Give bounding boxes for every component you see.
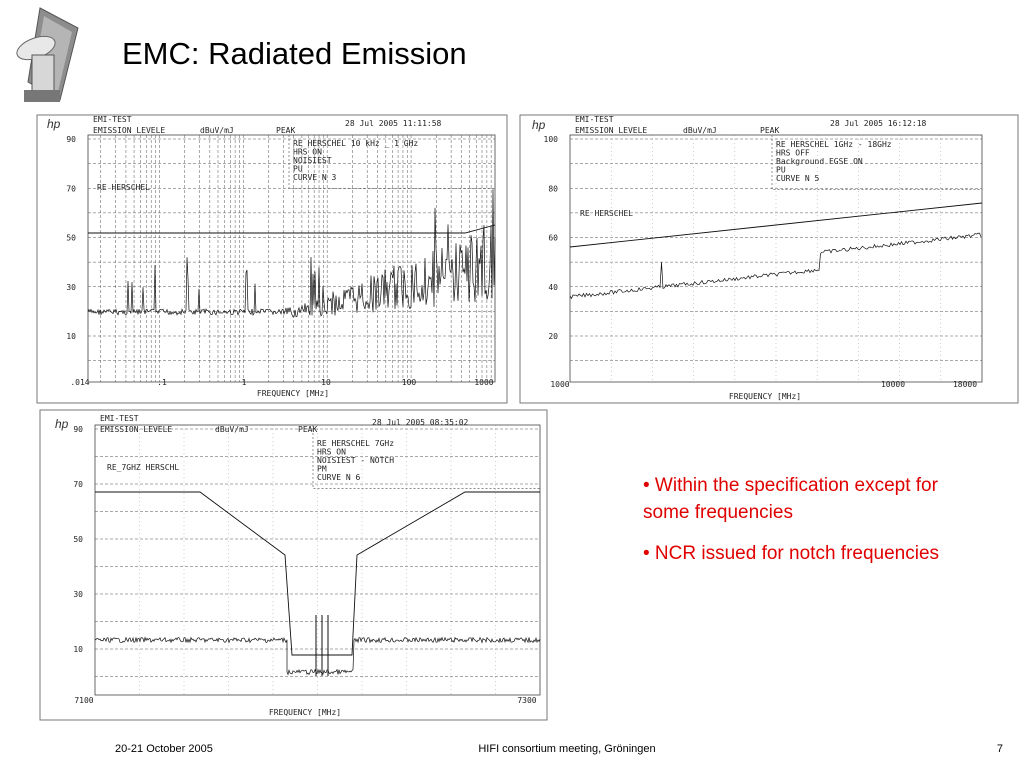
test-name: EMI-TEST xyxy=(100,414,139,423)
y-tick-label: 70 xyxy=(66,184,76,193)
limit-label: RE_7GHZ HERSCHL xyxy=(107,463,179,472)
limit-line xyxy=(88,224,496,234)
unit: dBuV/mJ xyxy=(683,126,717,135)
x-tick-label: 7300 xyxy=(517,696,536,705)
note: Background EGSE ON xyxy=(776,157,863,166)
footer-event: HIFI consortium meeting, Gröningen xyxy=(478,743,655,755)
detector: PEAK xyxy=(760,126,779,135)
plot-frame xyxy=(519,114,1019,404)
x-tick-label: 1000 xyxy=(550,380,569,389)
limit-line xyxy=(569,202,983,248)
note: RE HERSCHEL 10 kHz _ 1 GHz xyxy=(293,139,418,148)
logo xyxy=(16,7,79,102)
brand: hp xyxy=(47,117,61,131)
y-tick-label: 40 xyxy=(548,283,558,292)
note: HRS OFF xyxy=(776,149,810,158)
note: CURVE N 5 xyxy=(776,174,820,183)
y-tick-label: 100 xyxy=(544,135,559,144)
detector: PEAK xyxy=(276,126,295,135)
timestamp: 28 Jul 2005 11:11:58 xyxy=(345,119,442,128)
x-tick-label: .014 xyxy=(70,378,89,387)
note: HRS ON xyxy=(293,148,322,157)
trace xyxy=(569,232,982,300)
plot-frame xyxy=(39,409,548,721)
y-tick-label: 10 xyxy=(73,645,83,654)
unit: dBuV/mJ xyxy=(215,425,249,434)
x-tick-label: 7100 xyxy=(74,696,93,705)
slide-title: EMC: Radiated Emission xyxy=(122,36,467,71)
brand: hp xyxy=(55,417,69,431)
note: CURVE N 6 xyxy=(317,473,361,482)
trace xyxy=(87,189,496,318)
y-tick-label: 10 xyxy=(66,332,76,341)
note: NOISIEST xyxy=(293,156,332,165)
timestamp: 28 Jul 2005 16:12:18 xyxy=(830,119,927,128)
y-tick-label: 50 xyxy=(73,535,83,544)
y-tick-label: 20 xyxy=(548,332,558,341)
y-tick-label: 30 xyxy=(73,590,83,599)
test-name: EMI-TEST xyxy=(93,115,132,124)
test-name: EMI-TEST xyxy=(575,115,614,124)
note-box xyxy=(312,425,540,489)
note: HRS ON xyxy=(317,448,346,457)
x-axis-label: FREQUENCY [MHz] xyxy=(729,392,801,401)
timestamp: 28 Jul 2005 08:35:02 xyxy=(372,418,469,427)
note: RE HERSCHEL 7GHz xyxy=(317,439,394,448)
note: PU xyxy=(776,166,786,175)
level: EMISSION LEVELE xyxy=(93,126,165,135)
x-tick-label: .1 xyxy=(157,378,167,387)
y-tick-label: 80 xyxy=(548,184,558,193)
note: RE HERSCHEL 1GHz - 18GHz xyxy=(776,140,892,149)
limit-label: RE HERSCHEL xyxy=(580,209,633,218)
plot-area xyxy=(87,134,496,383)
trace xyxy=(94,636,541,676)
x-axis-label: FREQUENCY [MHz] xyxy=(257,389,329,398)
footer-page: 7 xyxy=(997,743,1003,755)
note: CURVE N 3 xyxy=(293,173,337,182)
bullet: • Within the specification except for so… xyxy=(643,475,938,523)
y-tick-label: 60 xyxy=(548,234,558,243)
x-tick-label: 100 xyxy=(402,378,417,387)
note: PU xyxy=(293,165,303,174)
x-tick-label: 10 xyxy=(321,378,331,387)
y-tick-label: 70 xyxy=(73,480,83,489)
detector: PEAK xyxy=(298,425,317,434)
x-tick-label: 10000 xyxy=(881,380,905,389)
note: NOISIEST - NOTCH xyxy=(317,456,394,465)
x-tick-label: 18000 xyxy=(953,380,977,389)
level: EMISSION LEVELE xyxy=(100,425,172,434)
x-tick-label: 1 xyxy=(242,378,247,387)
y-tick-label: 50 xyxy=(66,234,76,243)
x-axis-label: FREQUENCY [MHz] xyxy=(269,708,341,717)
unit: dBuV/mJ xyxy=(200,126,234,135)
y-tick-label: 90 xyxy=(66,135,76,144)
footer-date: 20-21 October 2005 xyxy=(115,743,213,755)
brand: hp xyxy=(532,118,546,132)
note: PM xyxy=(317,465,327,474)
y-tick-label: 30 xyxy=(66,283,76,292)
limit-label: RE HERSCHEL xyxy=(97,183,150,192)
bullet: • NCR issued for notch frequencies xyxy=(643,543,940,564)
y-tick-label: 90 xyxy=(73,425,83,434)
level: EMISSION LEVELE xyxy=(575,126,647,135)
x-tick-label: 1000 xyxy=(474,378,493,387)
